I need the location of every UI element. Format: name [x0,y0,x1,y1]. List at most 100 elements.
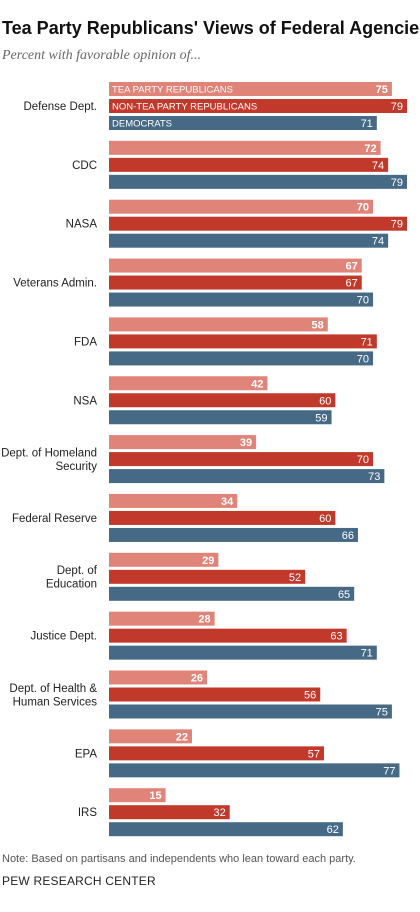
bar [109,216,407,231]
bar-group: FDA 58 71 70 [74,317,377,366]
bar-group: IRS 15 32 62 [78,788,343,837]
data-label: 29 [202,555,214,567]
data-label: 58 [312,319,324,331]
bar [109,586,355,601]
category-label: Defense Dept. [23,101,97,113]
data-label: 52 [289,572,301,584]
category-label: Federal Reserve [12,513,97,525]
data-label: 74 [372,160,384,172]
bar-group: Dept. of Health & Human Services 26 56 75 [9,670,392,719]
category-label: CDC [72,160,97,172]
category-label: Justice Dept. [31,631,97,643]
data-label: 71 [361,118,373,130]
bar [109,157,389,172]
category-label: Veterans Admin. [13,278,97,290]
data-label: 39 [240,437,252,449]
category-label: NASA [66,219,98,231]
data-label: 32 [213,807,225,819]
category-label: Dept. of Health & Human Services [9,683,97,709]
data-label: 60 [319,513,331,525]
data-label: 70 [357,353,369,365]
category-label: FDA [74,336,97,348]
bar-group: Justice Dept. 28 63 71 [31,611,377,660]
data-label: 79 [391,219,403,231]
data-label: 62 [327,824,339,836]
bar [109,628,347,643]
bar [109,611,215,626]
bar [109,527,358,542]
bar [109,351,374,366]
bar [109,552,219,567]
bar-group: Federal Reserve 34 60 66 [12,493,358,542]
bar [109,704,392,719]
bar [109,788,166,803]
data-label: 34 [221,496,234,508]
legend-label: DEMOCRATS [112,119,172,130]
data-label: 57 [308,748,320,760]
data-label: 26 [191,673,203,685]
bar-group: Dept. of Education 29 52 65 [46,552,355,601]
data-label: 67 [345,278,357,290]
bar [109,116,377,130]
data-label: 73 [368,471,380,483]
data-label: 79 [391,101,403,113]
bar [109,199,374,214]
bar-group: NSA 42 60 59 [73,376,336,425]
legend-label: TEA PARTY REPUBLICANS [112,85,233,96]
data-label: 15 [149,790,161,802]
data-label: 70 [357,202,369,214]
bar [109,746,325,761]
data-label: 71 [361,336,373,348]
source-label: PEW RESEARCH CENTER [2,874,156,888]
bar [109,763,400,778]
data-label: 74 [372,236,384,248]
data-label: 72 [364,143,376,155]
data-label: 63 [330,631,342,643]
bar [109,334,377,349]
data-label: 79 [391,177,403,189]
bar [109,822,343,837]
bar [109,292,374,307]
bar-group: EPA 22 57 77 [75,729,400,778]
data-label: 66 [342,530,354,542]
bar [109,174,407,189]
data-label: 59 [315,412,327,424]
bar [109,670,208,685]
bar [109,510,336,525]
data-label: 65 [338,589,350,601]
legend-label: NON-TEA PARTY REPUBLICANS [112,102,257,113]
bar [109,452,374,467]
chart-subtitle: Percent with favorable opinion of... [2,48,201,63]
bar [109,469,385,484]
data-label: 71 [361,648,373,660]
bar [109,376,268,391]
data-label: 60 [319,395,331,407]
bar [109,435,257,450]
bar-group: CDC 72 74 79 [72,140,407,189]
bar [109,687,321,702]
category-label: EPA [75,748,97,760]
bar [109,82,392,96]
bar [109,410,332,425]
category-label: NSA [73,395,97,407]
data-label: 28 [198,614,210,626]
bar [109,729,192,744]
data-label: 22 [176,731,188,743]
bar [109,233,389,248]
data-label: 70 [357,454,369,466]
bar [109,569,306,584]
category-label: IRS [78,807,98,819]
bar [109,645,377,660]
data-label: 75 [376,84,388,96]
bar [109,258,362,273]
data-label: 42 [251,378,263,390]
bar [109,393,336,408]
bar [109,493,238,508]
bar [109,805,230,820]
category-label: Dept. of Education [46,565,98,591]
chart-note: Note: Based on partisans and independent… [2,853,356,865]
data-label: 56 [304,690,316,702]
